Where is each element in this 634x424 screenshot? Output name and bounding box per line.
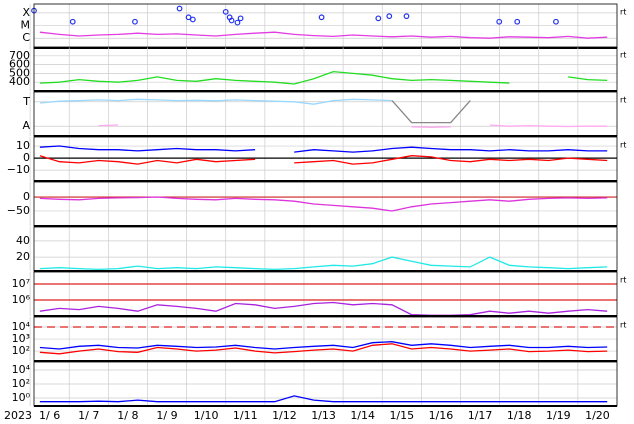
series-line bbox=[391, 100, 471, 124]
y-tick-label: 10⁴ bbox=[12, 363, 31, 376]
y-tick-label: 10⁰ bbox=[12, 391, 31, 404]
y-tick-label: 10⁶ bbox=[12, 293, 31, 306]
x-tick-label: 1/12 bbox=[272, 409, 297, 422]
flare-marker bbox=[176, 5, 183, 12]
x-tick-label: 1/14 bbox=[350, 409, 375, 422]
x-tick-label: 1/17 bbox=[468, 409, 493, 422]
panel-frame bbox=[33, 226, 618, 272]
y-tick-label: −50 bbox=[7, 204, 30, 217]
y-tick-label: 0 bbox=[23, 190, 30, 203]
series-line bbox=[39, 395, 608, 403]
y-tick-label: −10 bbox=[7, 163, 30, 176]
series-line bbox=[39, 145, 608, 153]
flare-marker bbox=[234, 19, 241, 26]
y-tick-label: 20 bbox=[16, 250, 30, 263]
flare-marker bbox=[386, 13, 393, 20]
y-tick-label: 10 bbox=[16, 139, 30, 152]
y-tick-label: 500 bbox=[9, 66, 30, 79]
x-tick-label: 1/13 bbox=[311, 409, 336, 422]
series-line bbox=[39, 301, 608, 316]
flare-marker bbox=[185, 14, 192, 21]
series-line bbox=[98, 124, 608, 129]
flare-marker bbox=[496, 18, 503, 25]
rt-label: rt bbox=[620, 276, 626, 285]
rt-label: rt bbox=[620, 96, 626, 105]
x-tick-label: 1/18 bbox=[507, 409, 532, 422]
x-tick-label: 1/19 bbox=[546, 409, 571, 422]
x-tick-label: 1/15 bbox=[389, 409, 414, 422]
y-tick-label: 10² bbox=[12, 344, 30, 357]
y-tick-label: A bbox=[22, 119, 30, 132]
series-line bbox=[39, 256, 608, 271]
y-tick-label: 10⁷ bbox=[12, 277, 30, 290]
series-line bbox=[39, 343, 608, 355]
y-tick-label: 10² bbox=[12, 377, 30, 390]
series-line bbox=[39, 70, 608, 85]
flare-marker bbox=[222, 8, 229, 15]
rt-label: rt bbox=[620, 8, 626, 17]
flare-marker bbox=[403, 13, 410, 20]
y-tick-label: X bbox=[22, 6, 30, 19]
x-tick-label: 1/20 bbox=[585, 409, 610, 422]
rt-label: rt bbox=[620, 51, 626, 60]
x-tick-label: 1/ 7 bbox=[78, 409, 99, 422]
flare-marker bbox=[318, 14, 325, 21]
y-tick-label: C bbox=[22, 31, 30, 44]
x-tick-label: 1/ 6 bbox=[39, 409, 60, 422]
y-tick-label: 10⁴ bbox=[12, 320, 31, 333]
panel-frame bbox=[33, 181, 618, 227]
x-tick-label: 1/10 bbox=[194, 409, 219, 422]
panel-frame bbox=[33, 91, 618, 137]
x-tick-label: 1/ 9 bbox=[156, 409, 177, 422]
flare-marker bbox=[189, 16, 196, 23]
y-tick-label: 700 bbox=[9, 49, 30, 62]
series-line bbox=[39, 341, 608, 350]
flare-marker bbox=[553, 18, 559, 25]
flare-marker bbox=[69, 18, 76, 25]
y-tick-label: 400 bbox=[9, 75, 30, 88]
flare-marker bbox=[228, 17, 235, 24]
series-line bbox=[39, 31, 608, 39]
y-tick-label: T bbox=[22, 95, 30, 108]
flare-marker bbox=[132, 18, 138, 25]
y-tick-label: 600 bbox=[9, 58, 30, 71]
x-tick-label: 1/11 bbox=[233, 409, 258, 422]
panel-frame bbox=[33, 3, 618, 49]
y-tick-label: 0 bbox=[23, 151, 30, 164]
series-line bbox=[39, 155, 608, 165]
x-tick-label: 1/ 8 bbox=[117, 409, 138, 422]
panel-frame bbox=[33, 46, 618, 92]
y-tick-label: M bbox=[21, 19, 31, 32]
series-line bbox=[39, 196, 608, 212]
x-tick-label: 1/16 bbox=[429, 409, 454, 422]
flare-marker bbox=[375, 15, 382, 22]
year-label: 2023 bbox=[4, 409, 32, 422]
flare-marker bbox=[514, 18, 521, 25]
rt-label: rt bbox=[620, 321, 626, 330]
rt-label: rt bbox=[620, 141, 626, 150]
flare-marker bbox=[237, 15, 244, 22]
y-tick-label: 40 bbox=[16, 234, 30, 247]
y-tick-label: 10³ bbox=[12, 332, 30, 345]
